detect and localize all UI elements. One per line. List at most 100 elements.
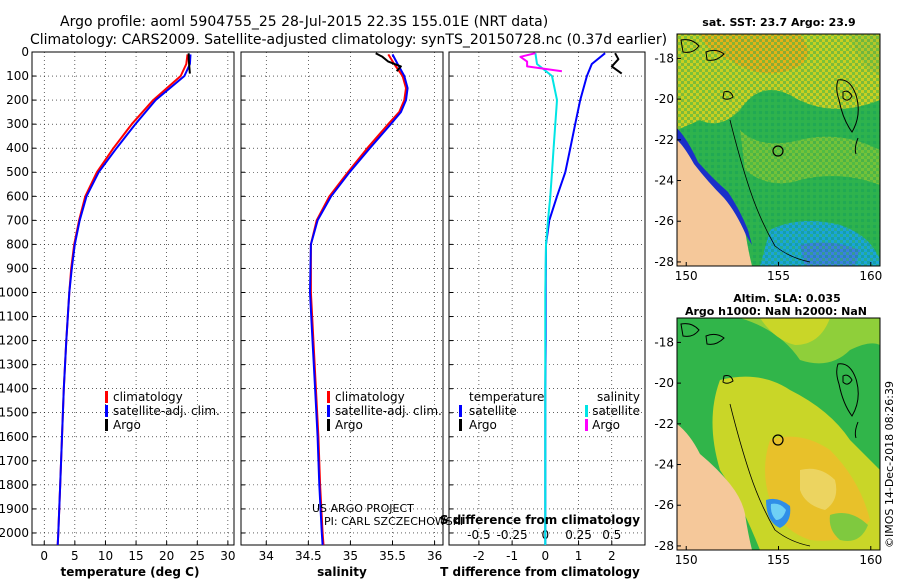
x-top-tick-label: 0.25 (565, 528, 592, 542)
y-tick-label: 1800 (0, 478, 29, 492)
x-tick-label: 10 (98, 549, 113, 563)
x-tick-label: 0 (40, 549, 48, 563)
legend-satellite-swatch (327, 405, 330, 417)
legend-t-satellite-swatch (459, 405, 462, 417)
x-tick-label: 35.5 (379, 549, 406, 563)
footer-timestamp: ©IMOS 14-Dec-2018 08:26:39 (883, 381, 896, 548)
y-tick-label: 100 (6, 69, 29, 83)
y-tick-label: 600 (6, 189, 29, 203)
series-group (56, 53, 192, 545)
legend-climatology-label: climatology (113, 390, 183, 404)
x-top-tick-label: -0.25 (497, 528, 528, 542)
map-y-tick-label: -22 (654, 417, 674, 431)
series-line (375, 52, 402, 72)
x-tick-label: 34 (259, 549, 274, 563)
sla-map-title: Altim. SLA: 0.035 (733, 292, 840, 305)
difference-panel (448, 51, 646, 546)
series-line (309, 53, 409, 545)
legend-s-argo-label: Argo (592, 418, 620, 432)
x-tick-label: 30 (220, 549, 235, 563)
y-tick-label: 1100 (0, 310, 29, 324)
legend-t-satellite-label: satellite (469, 404, 517, 418)
map-y-tick-label: -24 (654, 458, 674, 472)
y-tick-label: 1600 (0, 430, 29, 444)
legend-climatology-label: climatology (335, 390, 405, 404)
legend-argo-swatch (105, 419, 108, 431)
y-tick-label: 900 (6, 261, 29, 275)
legend-satellite-label: satellite-adj. clim. (335, 404, 442, 418)
y-tick-label: 1200 (0, 334, 29, 348)
x-tick-label: 25 (190, 549, 205, 563)
legend-s-satellite-swatch (585, 405, 588, 417)
x-tick-label: 15 (128, 549, 143, 563)
y-tick-label: 800 (6, 237, 29, 251)
map-y-tick-label: -26 (654, 498, 674, 512)
map-x-tick-label: 160 (859, 553, 882, 567)
series-line (56, 54, 192, 545)
legend-satellite-swatch (105, 405, 108, 417)
y-tick-label: 1500 (0, 406, 29, 420)
y-tick-label: 2000 (0, 526, 29, 540)
x-tick-label: 34.5 (295, 549, 322, 563)
map-y-tick-label: -18 (654, 51, 674, 65)
series-line (187, 53, 191, 74)
map-x-tick-label: 155 (767, 269, 790, 283)
series-line (519, 52, 563, 73)
salinity-legend: climatology satellite-adj. clim. Argo (327, 390, 442, 432)
x-tick-label: -2 (473, 549, 485, 563)
x-tick-label: -1 (506, 549, 518, 563)
map-x-tick-label: 160 (859, 269, 882, 283)
temperature-panel (31, 51, 235, 546)
y-tick-label: 1300 (0, 358, 29, 372)
series-line (534, 53, 558, 545)
difference-xlabel-top: S difference from climatology (440, 513, 640, 527)
difference-legend: temperature satellite Argo salinity sate… (459, 390, 640, 432)
title-line-2: Climatology: CARS2009. Satellite-adjuste… (30, 32, 667, 48)
y-tick-label: 1700 (0, 454, 29, 468)
sla-map (677, 318, 880, 550)
map-y-tick-label: -26 (654, 214, 674, 228)
sst-map (677, 34, 880, 266)
map-y-tick-label: -28 (654, 539, 674, 553)
legend-satellite-label: satellite-adj. clim. (113, 404, 220, 418)
project-credit: US ARGO PROJECT (312, 502, 414, 515)
title-line-1: Argo profile: aoml 5904755_25 28-Jul-201… (60, 14, 548, 30)
map-y-tick-label: -28 (654, 255, 674, 269)
y-tick-label: 400 (6, 141, 29, 155)
x-tick-label: 2 (608, 549, 616, 563)
map-x-tick-label: 150 (675, 269, 698, 283)
legend-argo-swatch (327, 419, 330, 431)
legend-argo-label: Argo (335, 418, 363, 432)
legend-temperature-title: temperature (469, 390, 544, 404)
y-tick-label: 300 (6, 117, 29, 131)
difference-xlabel: T difference from climatology (440, 565, 640, 579)
series-line (610, 52, 623, 75)
grid-layer (32, 51, 645, 545)
series-group (309, 52, 409, 545)
map-x-tick-label: 150 (675, 553, 698, 567)
temperature-xlabel: temperature (deg C) (61, 565, 200, 579)
y-tick-label: 200 (6, 93, 29, 107)
sst-map-title: sat. SST: 23.7 Argo: 23.9 (702, 16, 855, 29)
pi-credit: PI: CARL SZCZECHOWSKI (324, 515, 463, 528)
map-y-tick-label: -18 (654, 335, 674, 349)
x-tick-label: 0 (542, 549, 550, 563)
y-tick-label: 1400 (0, 382, 29, 396)
x-tick-label: 20 (159, 549, 174, 563)
y-tick-label: 0 (21, 45, 29, 59)
map-y-tick-label: -24 (654, 174, 674, 188)
legend-climatology-swatch (105, 391, 108, 403)
x-top-tick-label: 0.5 (602, 528, 621, 542)
legend-climatology-swatch (327, 391, 330, 403)
y-tick-label: 700 (6, 213, 29, 227)
sla-argo-marker (772, 434, 784, 446)
series-group (519, 52, 623, 545)
legend-s-satellite-label: satellite (592, 404, 640, 418)
legend-s-argo-swatch (585, 419, 588, 431)
legend-salinity-title: salinity (597, 390, 640, 404)
legend-argo-label: Argo (113, 418, 141, 432)
salinity-xlabel: salinity (317, 565, 367, 579)
y-tick-label: 1900 (0, 502, 29, 516)
y-tick-label: 500 (6, 165, 29, 179)
